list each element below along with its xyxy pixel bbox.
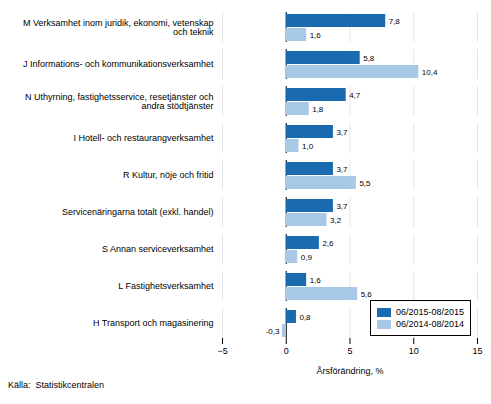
- svg-text:5: 5: [347, 346, 352, 356]
- svg-text:3,2: 3,2: [330, 216, 342, 225]
- svg-text:3,7: 3,7: [336, 128, 348, 137]
- svg-text:0,8: 0,8: [299, 313, 311, 322]
- svg-text:1,8: 1,8: [312, 105, 324, 114]
- svg-text:I Hotell- och restaurangverksa: I Hotell- och restaurangverksamhet: [73, 133, 214, 143]
- svg-text:R Kultur, nöje och fritid: R Kultur, nöje och fritid: [123, 170, 214, 180]
- svg-text:Årsförändring, %: Årsförändring, %: [316, 366, 383, 376]
- svg-text:15: 15: [472, 346, 482, 356]
- svg-text:L Fastighetsverksamhet: L Fastighetsverksamhet: [118, 281, 214, 291]
- svg-text:H Transport och magasinering: H Transport och magasinering: [93, 318, 214, 328]
- svg-text:1,0: 1,0: [302, 142, 314, 151]
- svg-text:1,6: 1,6: [310, 31, 322, 40]
- html-text:06/2015-08/2015: 06/2015-08/2015: [395, 307, 464, 317]
- svg-text:5,5: 5,5: [359, 179, 371, 188]
- svg-text:10: 10: [409, 346, 419, 356]
- html-text:Källa: Statistikcentralen: Källa: Statistikcentralen: [8, 380, 104, 390]
- svg-text:0: 0: [284, 346, 289, 356]
- svg-text:7,8: 7,8: [389, 17, 401, 26]
- svg-text:4,7: 4,7: [349, 91, 361, 100]
- svg-text:N Uthyrning, fastighetsservice: N Uthyrning, fastighetsservice, resetjän…: [25, 92, 214, 111]
- svg-text:-0,3: -0,3: [266, 327, 280, 336]
- svg-text:J Informations- och kommunikat: J Informations- och kommunikationsverksa…: [23, 59, 214, 69]
- svg-text:2,6: 2,6: [322, 239, 334, 248]
- svg-text:Servicenäringarna totalt (exkl: Servicenäringarna totalt (exkl. handel): [62, 207, 214, 217]
- svg-text:S Annan serviceverksamhet: S Annan serviceverksamhet: [102, 244, 214, 254]
- svg-text:M Verksamhet inom juridik, eko: M Verksamhet inom juridik, ekonomi, vete…: [23, 18, 214, 37]
- svg-text:10,4: 10,4: [422, 68, 438, 77]
- svg-text:−5: −5: [217, 346, 227, 356]
- svg-text:3,7: 3,7: [336, 165, 348, 174]
- svg-text:5,8: 5,8: [363, 54, 375, 63]
- svg-text:5,6: 5,6: [361, 290, 373, 299]
- svg-text:0,9: 0,9: [301, 253, 313, 262]
- svg-text:1,6: 1,6: [310, 276, 322, 285]
- html-text:06/2014-08/2014: 06/2014-08/2014: [395, 319, 464, 329]
- svg-text:3,7: 3,7: [336, 202, 348, 211]
